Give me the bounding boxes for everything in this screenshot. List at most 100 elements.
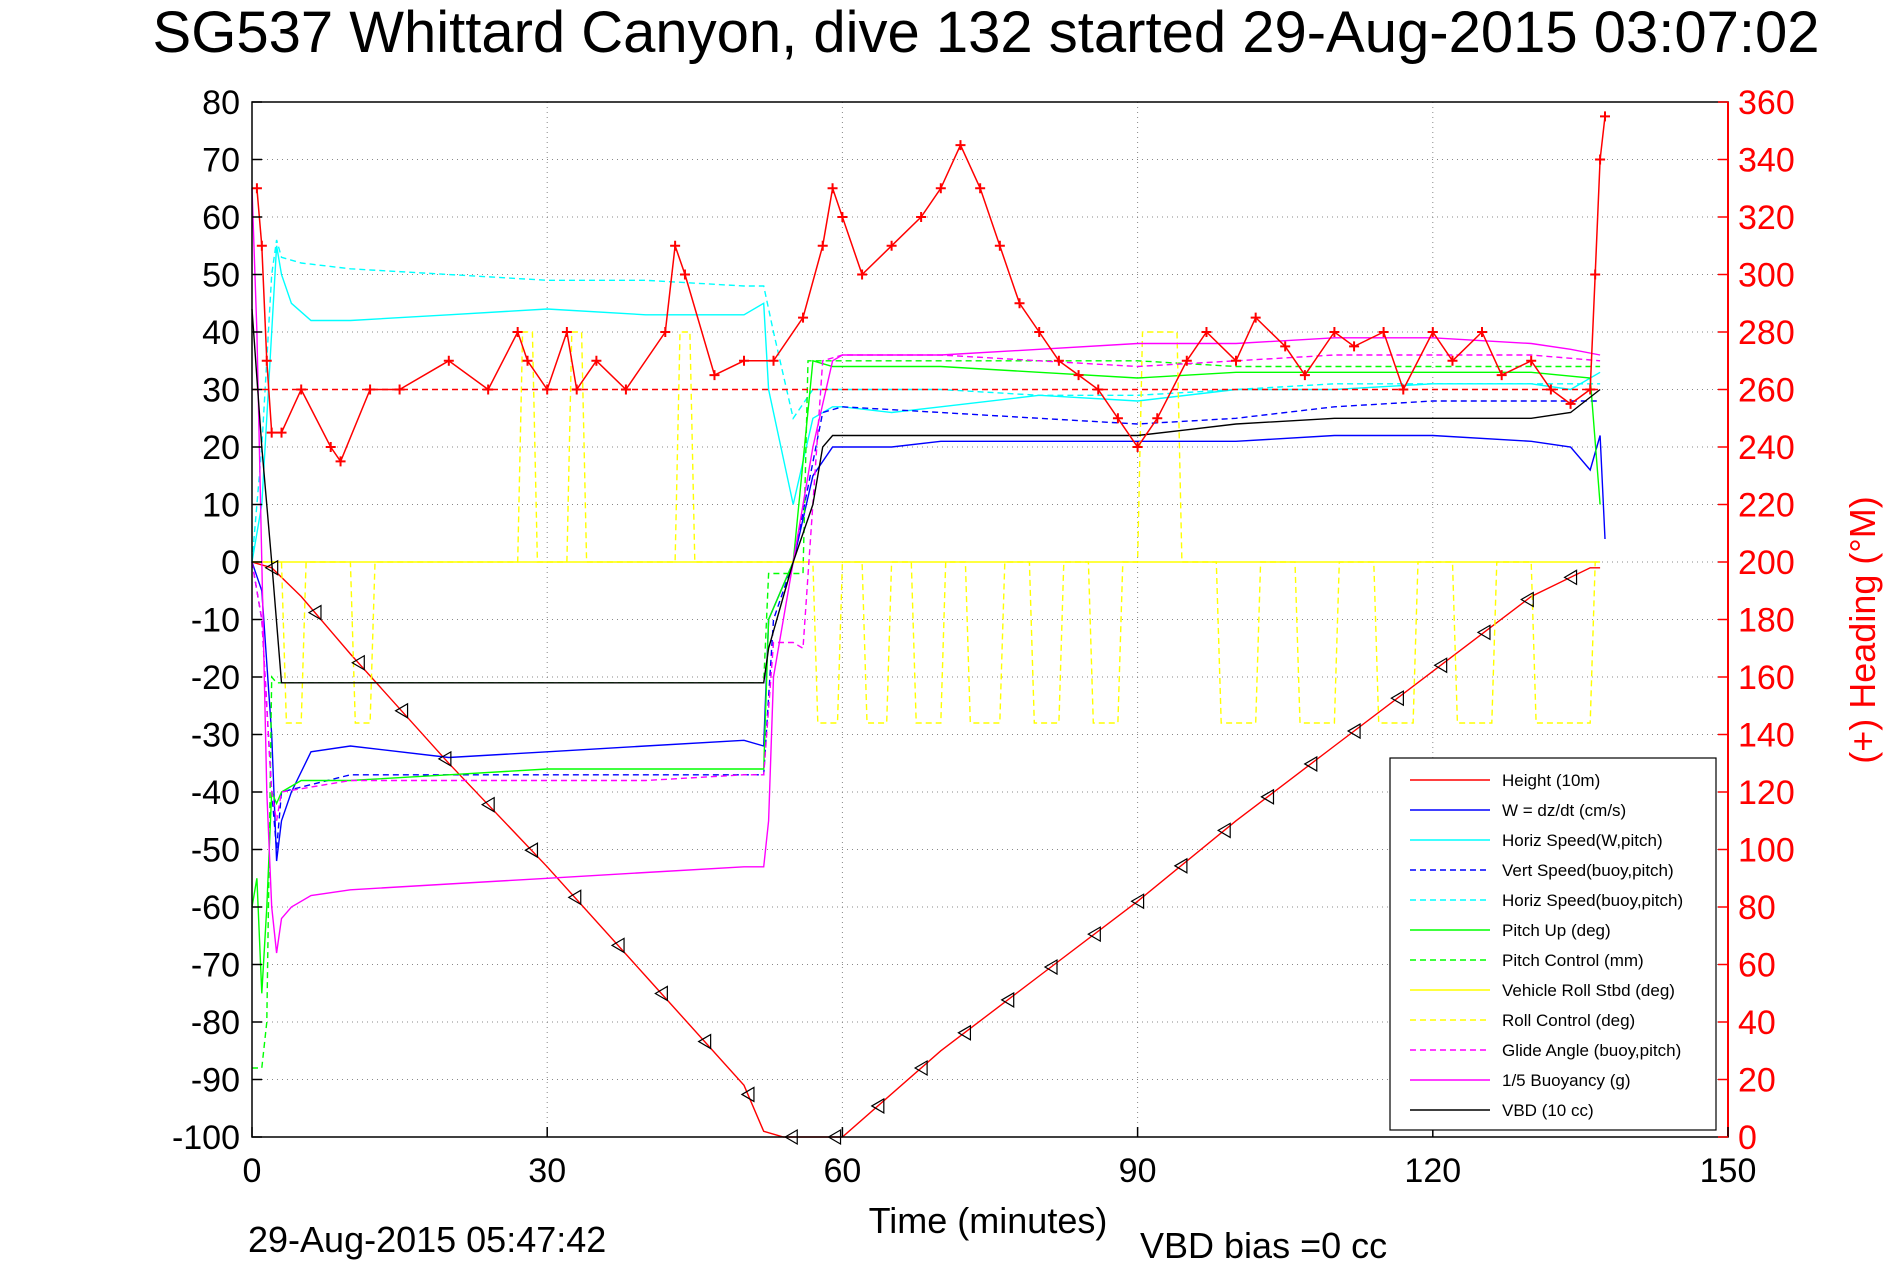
height-triangle	[1476, 624, 1491, 641]
height-triangle	[437, 750, 452, 767]
height-triangle	[913, 1059, 928, 1077]
right-y-tick-label: 200	[1738, 544, 1795, 582]
legend-label: Glide Angle (buoy,pitch)	[1502, 1041, 1681, 1060]
x-tick-label: 150	[1700, 1152, 1757, 1190]
series-group	[251, 111, 1610, 1138]
axes: 0 30 60 90 120 15080706050403020100-10-20-30-…	[172, 84, 1795, 1190]
legend-label: Pitch Up (deg)	[1502, 921, 1611, 940]
height-triangle	[1390, 690, 1404, 707]
y-tick-label: -50	[191, 832, 240, 870]
right-y-tick-label: 0	[1738, 1119, 1757, 1157]
x-tick-label: 0	[243, 1152, 262, 1190]
right-y-tick-label: 40	[1738, 1004, 1776, 1042]
x-tick-label: 90	[1119, 1152, 1157, 1190]
right-y-tick-label: 240	[1738, 429, 1795, 467]
right-y-tick-label: 260	[1738, 372, 1795, 410]
height-triangle	[264, 559, 279, 576]
height-triangle	[1520, 591, 1534, 608]
x-tick-label: 30	[528, 1152, 566, 1190]
series-pitch-up-deg	[251, 359, 1601, 994]
height-triangle	[610, 937, 625, 954]
y-tick-label: 20	[202, 429, 240, 467]
legend-label: Horiz Speed(W,pitch)	[1502, 831, 1663, 850]
right-y-tick-label: 320	[1738, 199, 1795, 237]
right-y-tick-label: 280	[1738, 314, 1795, 352]
height-triangle	[1303, 755, 1318, 772]
y-tick-label: -60	[191, 889, 240, 927]
series-horiz-speed-buoy-pitch	[251, 239, 1601, 563]
y-tick-label: -100	[172, 1119, 240, 1157]
x-tick-label: 60	[823, 1152, 861, 1190]
y-tick-label: -20	[191, 659, 240, 697]
y-tick-label: 30	[202, 372, 240, 410]
right-y-tick-label: 100	[1738, 832, 1795, 870]
y-tick-label: -80	[191, 1004, 240, 1042]
right-y-tick-label: 60	[1738, 947, 1776, 985]
series-1-5-buoyancy-g	[251, 188, 1601, 954]
height-triangle	[740, 1086, 755, 1103]
height-triangle	[567, 889, 582, 906]
y-tick-label: 10	[202, 487, 240, 525]
vbd-bias-text: VBD bias =0 cc	[1140, 1225, 1387, 1262]
height-triangle	[1433, 657, 1448, 674]
series-roll-control-deg	[252, 331, 1601, 724]
right-y-tick-label: 300	[1738, 257, 1795, 295]
height-triangle	[697, 1033, 712, 1050]
legend-label: Vehicle Roll Stbd (deg)	[1502, 981, 1675, 1000]
height-triangle	[1563, 569, 1578, 586]
right-y-tick-label: 340	[1738, 142, 1795, 180]
legend-label: Height (10m)	[1502, 771, 1600, 790]
right-axis-label: (+) Heading (°M)	[1842, 496, 1883, 763]
y-tick-label: -90	[191, 1062, 240, 1100]
x-tick-label: 120	[1404, 1152, 1461, 1190]
legend-label: VBD (10 cc)	[1502, 1101, 1594, 1120]
right-y-tick-label: 20	[1738, 1062, 1776, 1100]
legend-box	[1389, 757, 1717, 1131]
right-y-tick-label: 120	[1738, 774, 1795, 812]
heading-series	[251, 111, 1610, 467]
legend-label: 1/5 Buoyancy (g)	[1502, 1071, 1631, 1090]
legend-label: Horiz Speed(buoy,pitch)	[1502, 891, 1683, 910]
legend-label: Vert Speed(buoy,pitch)	[1502, 861, 1674, 880]
legend-label: W = dz/dt (cm/s)	[1502, 801, 1626, 820]
height-triangle	[307, 604, 322, 621]
footer-date: 29-Aug-2015 05:47:42	[248, 1219, 606, 1260]
legend: Height (10m) W = dz/dt (cm/s) Horiz Speed(…	[1389, 757, 1717, 1131]
right-y-tick-label: 160	[1738, 659, 1795, 697]
series-w-dz-dt-cm-s	[251, 434, 1606, 862]
legend-label: Roll Control (deg)	[1502, 1011, 1635, 1030]
height-triangle	[1000, 991, 1015, 1008]
height-triangle	[1260, 788, 1275, 805]
height-triangle	[1346, 723, 1361, 740]
y-tick-label: 80	[202, 84, 240, 122]
height-triangle	[870, 1097, 885, 1114]
height-triangle	[957, 1024, 972, 1041]
heading-series-line	[256, 116, 1606, 463]
y-tick-label: -30	[191, 717, 240, 755]
y-tick-label: -40	[191, 774, 240, 812]
legend-label: Pitch Control (mm)	[1502, 951, 1644, 970]
right-y-tick-label: 220	[1738, 487, 1795, 525]
y-tick-label: -70	[191, 947, 240, 985]
y-tick-label: 50	[202, 257, 240, 295]
height-triangle	[480, 796, 495, 813]
height-triangle	[1173, 857, 1188, 874]
y-tick-label: -10	[191, 602, 240, 640]
height-triangle	[394, 702, 409, 719]
height-triangle	[351, 654, 365, 671]
height-triangle	[1087, 926, 1101, 943]
right-y-tick-label: 180	[1738, 602, 1795, 640]
chart-title: SG537 Whittard Canyon, dive 132 started …	[153, 0, 1820, 65]
height-triangle	[1043, 958, 1058, 976]
right-y-tick-label: 80	[1738, 889, 1776, 927]
height-triangle	[654, 985, 668, 1002]
series-glide-angle-buoy-pitch	[251, 354, 1601, 821]
gridlines	[252, 102, 1728, 1137]
y-tick-label: 70	[202, 142, 240, 180]
height-triangle	[1216, 822, 1231, 839]
right-y-tick-label: 360	[1738, 84, 1795, 122]
y-tick-label: 60	[202, 199, 240, 237]
height-triangle	[524, 842, 539, 859]
